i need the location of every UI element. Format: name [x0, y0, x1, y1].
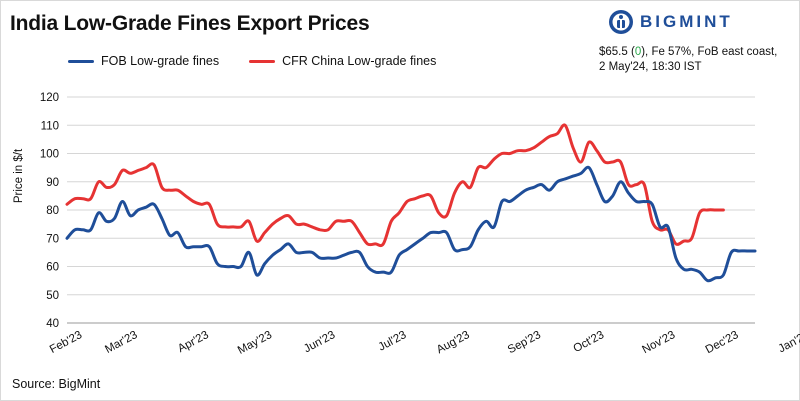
x-tick-label: Oct'23 — [571, 329, 606, 355]
legend-label-fob: FOB Low-grade fines — [101, 54, 220, 68]
y-tick-label: 90 — [46, 177, 59, 189]
y-tick-label: 80 — [46, 205, 59, 217]
y-axis-ticks: 40 50 60 70 80 90 100 110 120 — [40, 92, 59, 330]
x-tick-label: Jan'24 — [777, 329, 800, 356]
y-tick-label: 70 — [46, 233, 59, 245]
brand-name: BIGMINT — [640, 12, 733, 31]
legend-label-cfr: CFR China Low-grade fines — [282, 54, 437, 68]
x-tick-label: Jun'23 — [302, 329, 337, 355]
y-tick-label: 110 — [41, 120, 59, 132]
y-tick-label: 120 — [40, 92, 59, 104]
price-date: 2 May'24, 18:30 IST — [599, 61, 702, 73]
x-tick-label: Dec'23 — [704, 329, 741, 356]
price-note: $65.5 (0), Fe 57%, FoB east coast, 2 May… — [599, 45, 777, 75]
chart-legend: FOB Low-grade fines CFR China Low-grade … — [68, 54, 466, 68]
price-change: 0 — [634, 46, 642, 58]
x-tick-label: Jul'23 — [377, 329, 409, 354]
source-note: Source: BigMint — [12, 377, 101, 391]
y-axis-label: Price in $/t — [13, 148, 25, 203]
x-axis-ticks: Feb'23 Mar'23 Apr'23 May'23 Jun'23 Jul'23 Aug'… — [48, 329, 800, 357]
bigmint-logo: BIGMINT — [608, 9, 733, 35]
x-tick-label: Apr'23 — [176, 329, 211, 355]
legend-item-fob: FOB Low-grade fines — [68, 54, 219, 68]
y-tick-label: 100 — [40, 149, 59, 161]
y-tick-label: 40 — [46, 318, 59, 330]
legend-item-cfr: CFR China Low-grade fines — [249, 54, 436, 68]
x-tick-label: Sep'23 — [506, 329, 543, 356]
series-line-fob — [65, 165, 757, 283]
x-tick-label: Feb'23 — [48, 329, 84, 356]
x-tick-label: May'23 — [236, 329, 274, 357]
y-tick-label: 50 — [46, 290, 59, 302]
x-tick-label: Mar'23 — [103, 329, 139, 356]
bigmint-logo-icon — [609, 10, 633, 34]
legend-swatch-cfr — [249, 59, 276, 63]
chart-title: India Low-Grade Fines Export Prices — [10, 12, 370, 35]
series-lines — [65, 123, 757, 283]
y-tick-label: 60 — [46, 262, 59, 274]
price-value: $65.5 ( — [599, 46, 635, 58]
price-spec: ), Fe 57%, FoB east coast, — [641, 46, 778, 58]
series-line-cfr — [65, 123, 725, 248]
x-tick-label: Nov'23 — [640, 329, 677, 356]
gridlines — [67, 96, 755, 324]
x-tick-label: Aug'23 — [435, 329, 472, 356]
legend-swatch-fob — [68, 59, 94, 63]
